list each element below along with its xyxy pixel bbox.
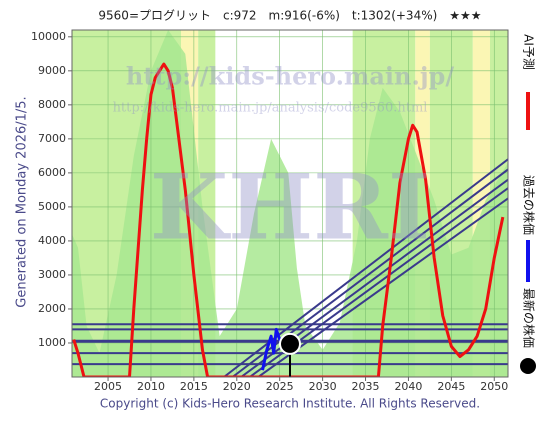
x-tick-label: 2005 [94,380,122,393]
trend-line [231,168,508,377]
y-tick-label: 7000 [38,132,66,145]
chart-title: 9560=プログリット c:972 m:916(-6%) t:1302(+34%… [98,9,481,23]
x-tick-label: 2050 [480,380,508,393]
y-tick-label: 8000 [38,98,66,111]
y-tick-label: 6000 [38,166,66,179]
x-tick-label: 2040 [394,380,422,393]
y-tick-label: 2000 [38,302,66,315]
side-note: Generated on Monday 2026/1/5. [15,96,30,307]
y-tick-label: 1000 [38,336,66,349]
y-tick-label: 10000 [31,30,66,43]
legend-swatch [520,358,536,374]
x-tick-label: 2045 [437,380,465,393]
x-tick-label: 2020 [223,380,251,393]
footer: Copyright (c) Kids-Hero Research Institu… [100,397,480,411]
y-tick-label: 5000 [38,200,66,213]
legend-label: 最新の株価 [522,288,537,348]
series-line [72,62,505,377]
x-tick-label: 2030 [309,380,337,393]
area [72,30,508,377]
watermark: KHRI [150,155,430,261]
y-tick-label: 9000 [38,64,66,77]
x-tick-label: 2010 [137,380,165,393]
y-tick-label: 4000 [38,234,66,247]
watermark: http://kids-hero.main.jp/analysis/code95… [113,101,428,116]
point [279,332,301,355]
y-tick-label: 3000 [38,268,66,281]
legend-label: 過去の株価 [522,175,537,235]
watermark: http://kids-hero.main.jp/ [126,62,454,91]
x-tick-label: 2015 [180,380,208,393]
legend-label: AI予測 [522,34,536,70]
plot [72,30,508,377]
x-tick-label: 2035 [352,380,380,393]
plot-frame [71,29,509,378]
x-tick-label: 2025 [266,380,294,393]
